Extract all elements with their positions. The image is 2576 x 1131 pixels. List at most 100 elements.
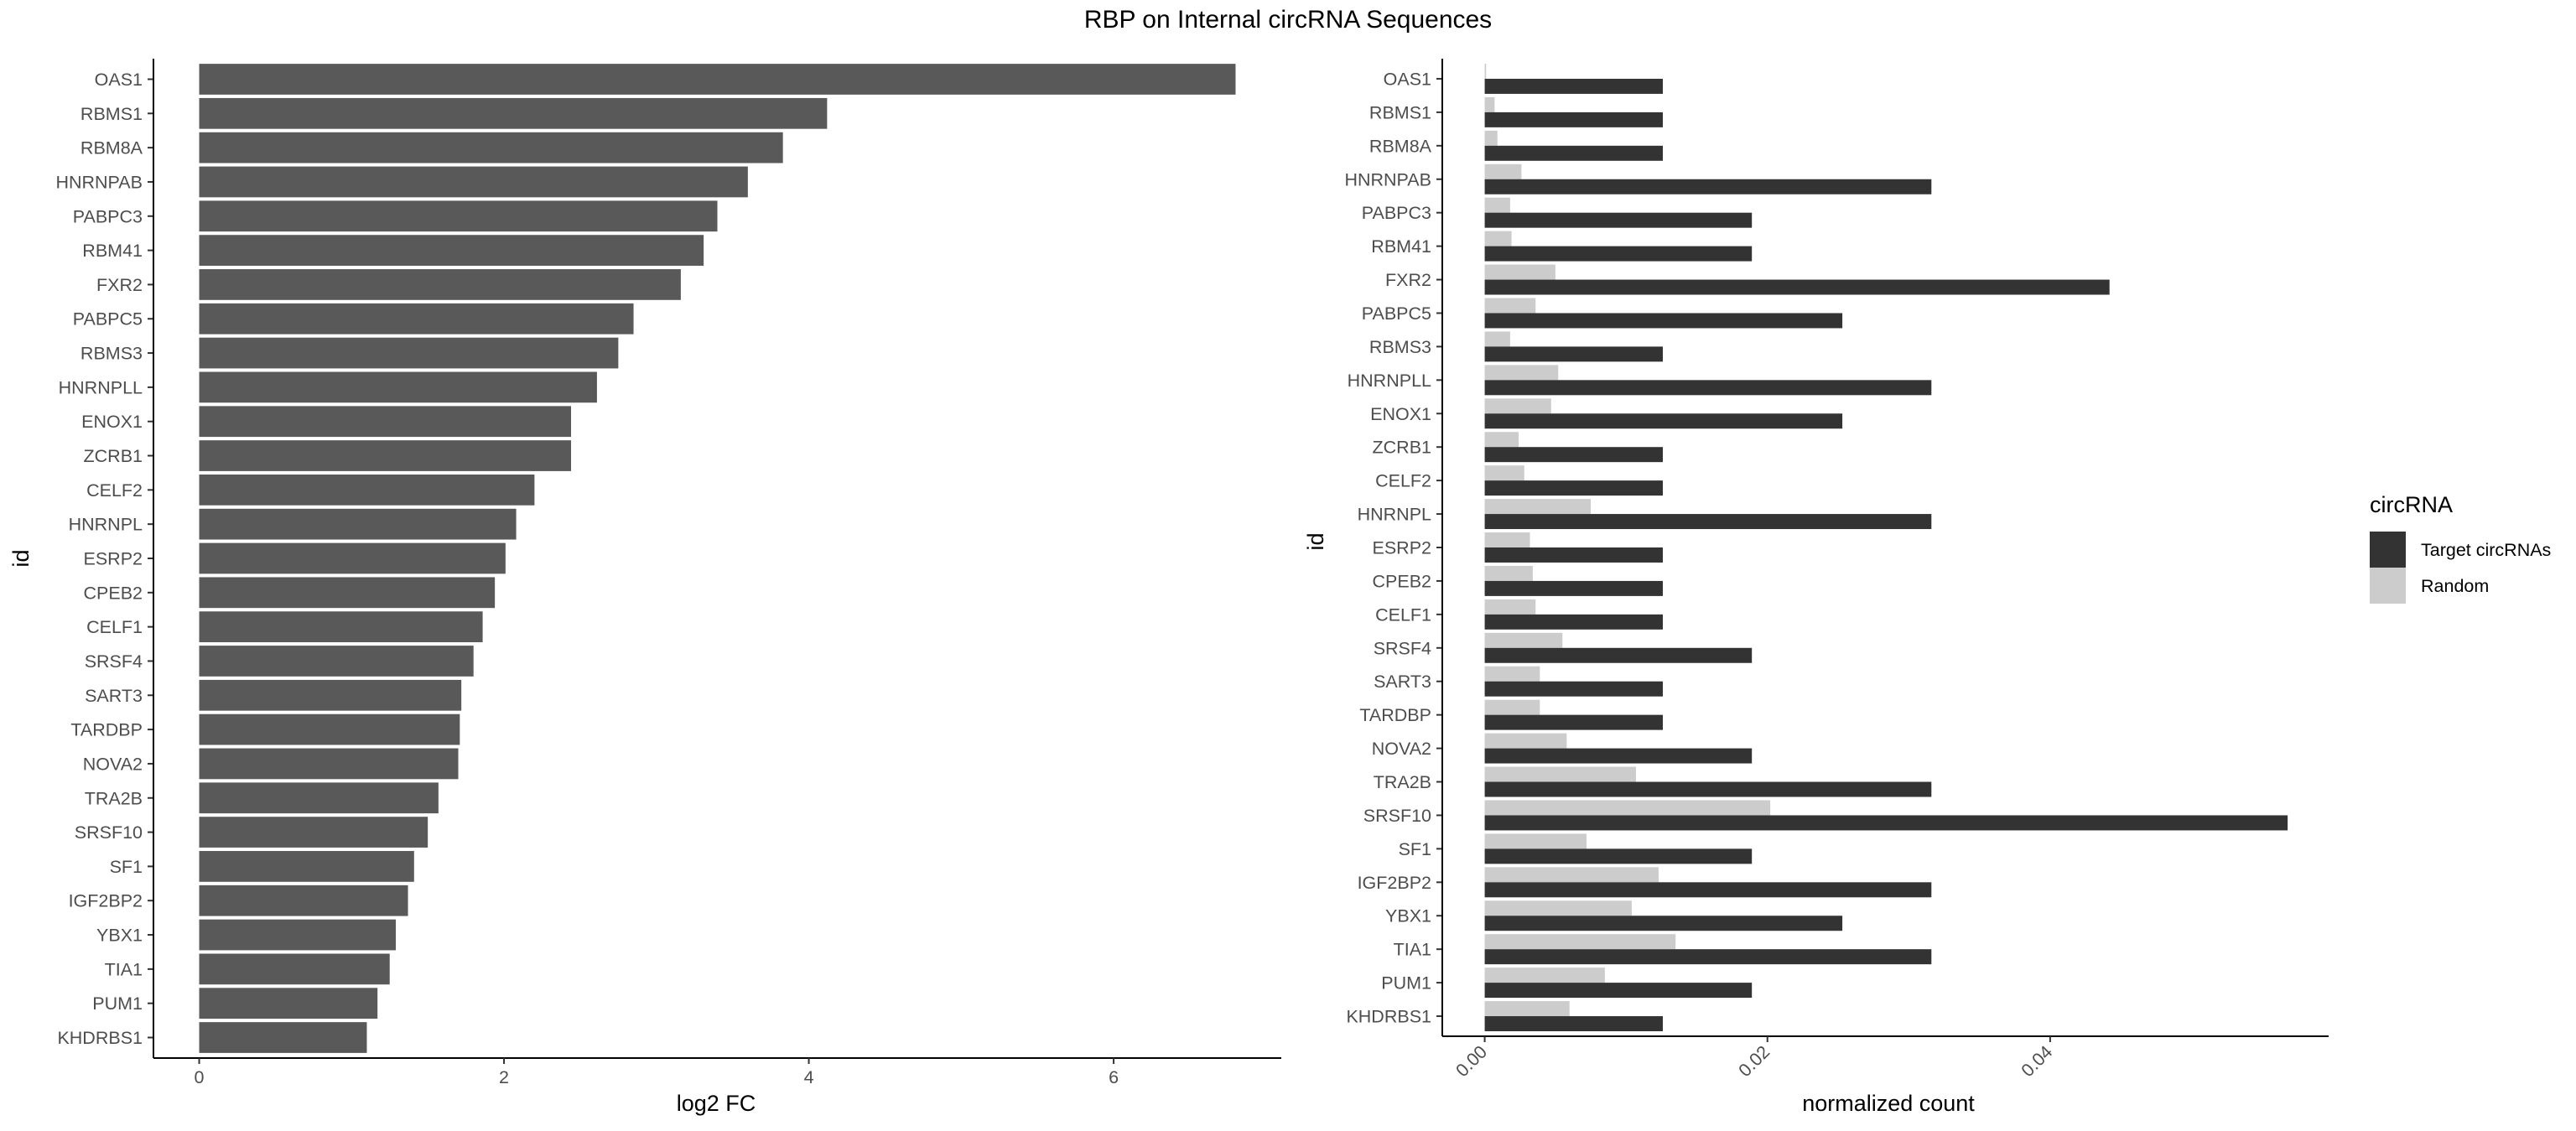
bar-target-circrnas-enox1: [1484, 413, 1843, 429]
y-tick-label-nova2: NOVA2: [83, 754, 143, 774]
legend-title: circRNA: [2370, 492, 2453, 517]
bar-logfc-esrp2: [199, 542, 506, 574]
bar-random-srsf10: [1484, 800, 1771, 816]
y-tick-label-tra2b: TRA2B: [85, 788, 143, 808]
bar-logfc-srsf10: [199, 817, 428, 848]
y-tick-label-igf2bp2: IGF2BP2: [1358, 873, 1431, 893]
bar-logfc-sart3: [199, 679, 462, 711]
bar-target-circrnas-esrp2: [1484, 547, 1663, 563]
bar-random-zcrb1: [1484, 432, 1519, 448]
bar-random-pabpc3: [1484, 197, 1510, 213]
bar-target-circrnas-zcrb1: [1484, 447, 1663, 463]
bar-target-circrnas-tra2b: [1484, 781, 1932, 797]
bar-random-pum1: [1484, 968, 1605, 983]
bar-target-circrnas-hnrnpll: [1484, 380, 1932, 396]
legend: circRNA Target circRNAs Random: [2370, 492, 2551, 604]
bar-target-circrnas-oas1: [1484, 78, 1663, 94]
right-panel: id normalized count OAS1 RBMS1 RBM8A HNRNPA…: [1303, 59, 2329, 1116]
y-tick-label-sart3: SART3: [85, 686, 143, 706]
y-tick-label-srsf10: SRSF10: [1363, 806, 1431, 826]
bar-target-circrnas-pabpc5: [1484, 313, 1843, 329]
bar-random-igf2bp2: [1484, 867, 1659, 883]
bar-logfc-hnrnpab: [199, 166, 748, 198]
y-tick-label-tardbp: TARDBP: [70, 720, 143, 740]
y-tick-label-celf1: CELF1: [86, 617, 143, 637]
bar-random-khdrbs1: [1484, 1001, 1570, 1017]
bar-logfc-igf2bp2: [199, 885, 408, 916]
y-tick-label-fxr2: FXR2: [1385, 270, 1431, 290]
bar-logfc-pabpc5: [199, 303, 634, 335]
bar-target-circrnas-nova2: [1484, 748, 1753, 764]
legend-key-random: [2370, 568, 2406, 604]
y-tick-label-pum1: PUM1: [1381, 973, 1431, 994]
y-tick-label-enox1: ENOX1: [81, 412, 143, 432]
y-tick-label-hnrnpl: HNRNPL: [1358, 505, 1431, 525]
y-tick-label-enox1: ENOX1: [1370, 404, 1431, 424]
bar-random-rbms3: [1484, 331, 1510, 347]
left-y-axis-label: id: [8, 549, 34, 567]
bar-logfc-pabpc3: [199, 200, 718, 232]
bar-target-circrnas-rbm41: [1484, 246, 1753, 262]
legend-label-random: Random: [2421, 576, 2489, 596]
y-tick-label-tia1: TIA1: [105, 959, 143, 979]
y-tick-label-srsf10: SRSF10: [75, 822, 143, 843]
legend-label-target-circrnas: Target circRNAs: [2421, 540, 2551, 560]
right-y-axis-label: id: [1303, 532, 1328, 550]
bar-random-hnrnpl: [1484, 499, 1592, 515]
y-tick-label-esrp2: ESRP2: [1372, 538, 1431, 558]
y-tick-label-rbms3: RBMS3: [1369, 337, 1431, 357]
bar-target-circrnas-hnrnpl: [1484, 514, 1932, 530]
bar-logfc-oas1: [199, 64, 1236, 95]
bar-target-circrnas-rbms3: [1484, 346, 1663, 362]
y-tick-label-rbm8a: RBM8A: [1369, 136, 1432, 156]
bar-logfc-sf1: [199, 851, 414, 882]
bar-random-cpeb2: [1484, 565, 1533, 581]
y-tick-label-tia1: TIA1: [1394, 940, 1431, 960]
bar-logfc-srsf4: [199, 646, 474, 677]
bar-target-circrnas-tia1: [1484, 949, 1932, 965]
bar-logfc-cpeb2: [199, 577, 496, 609]
x-tick-label: 0.04: [2018, 1042, 2057, 1082]
bar-random-rbm8a: [1484, 130, 1498, 146]
bar-logfc-hnrnpl: [199, 508, 517, 540]
y-tick-label-cpeb2: CPEB2: [1372, 571, 1431, 591]
x-tick-label: 0.02: [1735, 1042, 1774, 1082]
y-tick-label-oas1: OAS1: [95, 70, 143, 90]
bar-target-circrnas-pum1: [1484, 983, 1753, 999]
y-tick-label-hnrnpab: HNRNPAB: [55, 172, 143, 192]
y-tick-label-oas1: OAS1: [1384, 69, 1431, 89]
bar-logfc-rbm41: [199, 235, 704, 266]
bar-target-circrnas-celf2: [1484, 480, 1663, 496]
bar-logfc-celf2: [199, 474, 535, 506]
bar-logfc-celf1: [199, 611, 483, 643]
bar-random-esrp2: [1484, 532, 1530, 547]
right-x-axis-label: normalized count: [1802, 1091, 1975, 1116]
y-tick-label-celf1: CELF1: [1375, 604, 1431, 625]
y-tick-label-srsf4: SRSF4: [85, 651, 143, 672]
bar-target-circrnas-ybx1: [1484, 916, 1843, 931]
left-panel: id log2 FC OAS1 RBMS1 RBM8A HNRNPAB PABPC3 RB…: [8, 59, 1281, 1116]
y-tick-label-hnrnpl: HNRNPL: [69, 515, 143, 535]
x-tick-label: 0.00: [1452, 1042, 1492, 1082]
y-tick-label-rbms1: RBMS1: [1369, 102, 1431, 122]
y-tick-label-ybx1: YBX1: [96, 926, 143, 946]
y-tick-label-pabpc3: PABPC3: [1362, 203, 1431, 223]
bar-target-circrnas-rbm8a: [1484, 145, 1663, 161]
bar-target-circrnas-cpeb2: [1484, 580, 1663, 596]
y-tick-label-hnrnpll: HNRNPLL: [1348, 371, 1431, 391]
bar-target-circrnas-sart3: [1484, 681, 1663, 697]
y-tick-label-nova2: NOVA2: [1372, 739, 1431, 759]
y-tick-label-tardbp: TARDBP: [1359, 705, 1431, 725]
bar-random-ybx1: [1484, 900, 1632, 916]
x-tick-label: 4: [804, 1067, 814, 1087]
bar-logfc-enox1: [199, 406, 572, 438]
bar-logfc-rbms1: [199, 97, 828, 129]
y-tick-label-celf2: CELF2: [1375, 471, 1431, 491]
bar-random-tra2b: [1484, 766, 1636, 782]
bar-target-circrnas-khdrbs1: [1484, 1016, 1663, 1032]
y-tick-label-rbm41: RBM41: [1371, 236, 1431, 257]
y-tick-label-esrp2: ESRP2: [83, 549, 143, 569]
bar-logfc-pum1: [199, 988, 378, 1019]
y-tick-label-tra2b: TRA2B: [1374, 772, 1431, 792]
